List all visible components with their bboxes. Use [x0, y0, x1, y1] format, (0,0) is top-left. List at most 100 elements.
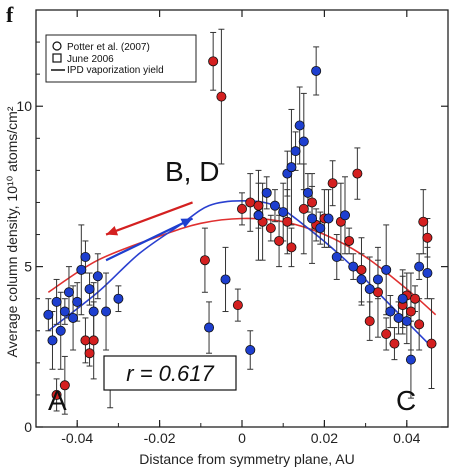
red-data-point — [389, 338, 400, 349]
blue-data-point — [286, 162, 297, 173]
x-tick-label: 0 — [238, 430, 246, 446]
blue-data-point — [101, 306, 112, 317]
x-axis-title: Distance from symmetry plane, AU — [139, 451, 355, 467]
legend-label-ipd: IPD vaporization yield — [67, 65, 164, 76]
red-data-point — [59, 380, 70, 391]
x-tick-label: 0.04 — [393, 430, 420, 446]
blue-data-point — [204, 322, 215, 333]
blue-data-point — [294, 120, 305, 131]
y-axis-title: Average column density, 10¹⁰ atoms/cm² — [4, 106, 20, 357]
legend-circle-icon — [52, 41, 62, 51]
blue-data-point — [323, 213, 334, 224]
red-data-point — [88, 335, 99, 346]
blue-data-point — [414, 261, 425, 272]
red-data-point — [344, 235, 355, 246]
blue-data-point — [72, 296, 83, 307]
red-data-point — [327, 178, 338, 189]
label-a: A — [48, 385, 67, 416]
legend: Potter et al. (2007) June 2006 IPD vapor… — [45, 34, 197, 83]
y-tick-label: 5 — [24, 259, 32, 275]
blue-data-point — [385, 306, 396, 317]
red-data-point — [236, 203, 247, 214]
blue-data-point — [405, 354, 416, 365]
blue-data-point — [253, 210, 264, 221]
red-data-point — [298, 203, 309, 214]
direction-arrows — [105, 201, 194, 262]
blue-data-point — [348, 261, 359, 272]
blue-data-point — [59, 306, 70, 317]
correlation-text: r = 0.617 — [126, 361, 214, 386]
label-c: C — [396, 385, 416, 416]
blue-data-point — [76, 264, 87, 275]
blue-data-point — [393, 312, 404, 323]
legend-square-icon — [52, 53, 62, 63]
blue-data-point — [55, 325, 66, 336]
blue-data-point — [269, 200, 280, 211]
blue-data-point — [113, 293, 124, 304]
red-data-point — [426, 338, 437, 349]
correlation-frame — [103, 355, 237, 391]
blue-data-point — [245, 345, 256, 356]
data-points — [43, 56, 437, 400]
red-data-point — [282, 216, 293, 227]
red-data-point — [418, 216, 429, 227]
blue-data-point — [88, 306, 99, 317]
red-data-point — [245, 197, 256, 208]
red-data-point — [286, 242, 297, 253]
x-tick-label: -0.04 — [61, 430, 93, 446]
blue-data-point — [422, 268, 433, 279]
axis-ticks: -0.04 -0.02 0 0.02 0.04 0 5 10 — [16, 10, 449, 446]
x-tick-label: -0.02 — [144, 430, 176, 446]
red-arrow-shaft — [105, 201, 193, 236]
red-data-point — [274, 235, 285, 246]
legend-label-june: June 2006 — [67, 54, 114, 65]
red-data-point — [410, 293, 421, 304]
blue-data-point — [397, 293, 408, 304]
red-data-point — [265, 223, 276, 234]
red-data-point — [80, 335, 91, 346]
blue-data-point — [68, 312, 79, 323]
blue-data-point — [315, 223, 326, 234]
y-tick-label: 0 — [24, 419, 32, 435]
legend-label-potter: Potter et al. (2007) — [67, 42, 150, 53]
y-tick-label: 10 — [16, 98, 32, 114]
blue-data-point — [302, 187, 313, 198]
blue-data-point — [51, 296, 62, 307]
blue-data-point — [307, 213, 318, 224]
red-data-point — [216, 91, 227, 102]
red-data-point — [307, 197, 318, 208]
blue-data-point — [290, 146, 301, 157]
blue-data-point — [364, 284, 375, 295]
blue-data-point — [311, 65, 322, 76]
blue-data-point — [331, 251, 342, 262]
red-data-point — [352, 168, 363, 179]
x-tick-label: 0.02 — [311, 430, 338, 446]
legend-box — [45, 34, 197, 83]
red-data-point — [199, 255, 210, 266]
red-arrow-head — [106, 226, 119, 236]
blue-data-point — [47, 335, 58, 346]
red-data-point — [422, 232, 433, 243]
blue-data-point — [298, 136, 309, 147]
red-data-point — [84, 348, 95, 359]
red-data-point — [381, 328, 392, 339]
red-data-point — [51, 389, 62, 400]
blue-data-point — [43, 309, 54, 320]
label-bd: B, D — [165, 156, 219, 187]
blue-data-point — [92, 271, 103, 282]
red-data-point — [356, 264, 367, 275]
red-data-point — [414, 319, 425, 330]
blue-data-point — [339, 210, 350, 221]
blue-data-point — [356, 274, 367, 285]
blue-data-point — [401, 316, 412, 327]
red-data-point — [405, 306, 416, 317]
blue-data-point — [84, 284, 95, 295]
blue-data-point — [80, 251, 91, 262]
blue-data-point — [220, 274, 231, 285]
red-data-point — [372, 287, 383, 298]
blue-data-point — [372, 274, 383, 285]
blue-arrow-shaft — [105, 217, 194, 262]
blue-data-point — [381, 264, 392, 275]
blue-arrow-head — [180, 218, 193, 228]
